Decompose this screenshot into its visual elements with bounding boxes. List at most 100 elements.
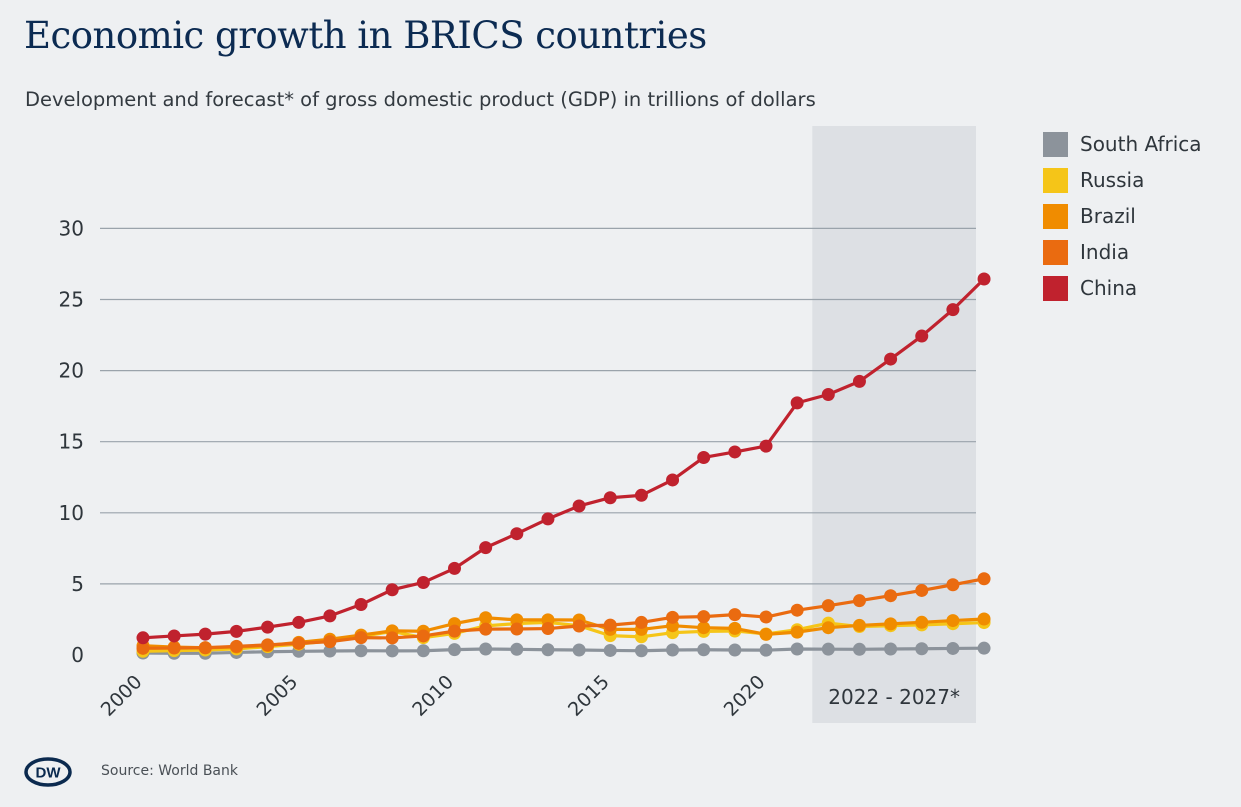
y-tick-label: 20 bbox=[59, 359, 84, 383]
data-point bbox=[759, 610, 773, 624]
data-point bbox=[977, 272, 991, 286]
data-point bbox=[385, 644, 399, 658]
data-point bbox=[790, 396, 804, 410]
data-point bbox=[634, 615, 648, 629]
data-point bbox=[666, 473, 680, 487]
data-point bbox=[759, 627, 773, 641]
data-point bbox=[852, 374, 866, 388]
data-point bbox=[821, 621, 835, 635]
data-point bbox=[977, 572, 991, 586]
y-tick-label: 5 bbox=[71, 572, 84, 596]
legend-swatch bbox=[1043, 131, 1068, 157]
data-point bbox=[479, 642, 493, 656]
series-line bbox=[142, 277, 986, 640]
data-point bbox=[790, 603, 804, 617]
data-point bbox=[167, 641, 181, 655]
y-axis-tick-labels: 0 5 10 15 20 25 30 bbox=[59, 216, 84, 667]
data-point bbox=[510, 642, 524, 656]
forecast-band bbox=[812, 126, 976, 723]
data-point bbox=[510, 622, 524, 636]
y-tick-label: 25 bbox=[59, 288, 84, 312]
data-point bbox=[946, 578, 960, 592]
data-point bbox=[915, 583, 929, 597]
x-axis-tick-labels: 2000 2005 2010 2015 2020 bbox=[97, 671, 770, 721]
data-point bbox=[697, 643, 711, 657]
data-point bbox=[416, 575, 430, 589]
legend-item: Russia bbox=[1043, 162, 1202, 198]
data-point bbox=[728, 621, 742, 635]
x-tick-label: 2005 bbox=[253, 671, 303, 721]
data-point bbox=[479, 541, 493, 555]
data-point bbox=[603, 618, 617, 632]
chart-legend: South Africa Russia Brazil India China bbox=[1043, 126, 1202, 306]
data-point bbox=[634, 488, 648, 502]
data-point bbox=[821, 642, 835, 656]
data-point bbox=[977, 641, 991, 655]
data-point bbox=[323, 644, 337, 658]
legend-swatch bbox=[1043, 203, 1068, 229]
data-point bbox=[946, 641, 960, 655]
data-point bbox=[510, 527, 524, 541]
data-point bbox=[541, 622, 555, 636]
data-point bbox=[167, 629, 181, 643]
data-point bbox=[915, 615, 929, 629]
data-point bbox=[479, 611, 493, 625]
data-point bbox=[354, 631, 368, 645]
series-china bbox=[136, 272, 991, 645]
data-point bbox=[385, 583, 399, 597]
x-tick-label: 2010 bbox=[408, 671, 458, 721]
data-point bbox=[261, 638, 275, 652]
data-point bbox=[603, 643, 617, 657]
data-point bbox=[136, 641, 150, 655]
data-point bbox=[728, 445, 742, 459]
data-point bbox=[946, 303, 960, 317]
y-tick-label: 0 bbox=[71, 643, 84, 667]
chart-title: Economic growth in BRICS countries bbox=[24, 14, 707, 57]
data-point bbox=[229, 639, 243, 653]
data-point bbox=[354, 644, 368, 658]
data-point bbox=[261, 620, 275, 634]
data-point bbox=[198, 641, 212, 655]
data-point bbox=[915, 329, 929, 343]
data-point bbox=[448, 561, 461, 575]
data-point bbox=[790, 625, 804, 639]
data-point bbox=[323, 609, 337, 623]
legend-swatch bbox=[1043, 167, 1068, 193]
x-tick-label: 2000 bbox=[97, 671, 147, 721]
logo-text: DW bbox=[36, 765, 62, 782]
dw-logo: DW bbox=[24, 757, 72, 787]
data-point bbox=[292, 636, 306, 650]
legend-label: South Africa bbox=[1080, 132, 1202, 156]
data-point bbox=[790, 642, 804, 656]
series-line bbox=[142, 577, 985, 650]
data-point bbox=[416, 644, 430, 658]
data-point bbox=[977, 612, 991, 626]
x-tick-label: 2020 bbox=[720, 671, 770, 721]
source-note: Source: World Bank bbox=[101, 763, 238, 779]
y-tick-label: 30 bbox=[59, 216, 84, 240]
data-point bbox=[697, 450, 711, 464]
data-point bbox=[728, 608, 742, 622]
chart-subtitle: Development and forecast* of gross domes… bbox=[25, 88, 816, 111]
data-point bbox=[915, 642, 929, 656]
data-point bbox=[385, 631, 399, 645]
data-point bbox=[697, 610, 711, 624]
legend-label: China bbox=[1080, 276, 1138, 300]
data-point bbox=[666, 643, 680, 657]
data-point bbox=[479, 622, 493, 636]
data-point bbox=[541, 643, 555, 657]
data-point bbox=[323, 635, 337, 649]
data-point bbox=[884, 589, 898, 603]
data-point bbox=[852, 594, 866, 608]
data-point bbox=[884, 617, 898, 631]
data-point bbox=[354, 598, 368, 612]
chart-grid bbox=[100, 227, 976, 585]
legend-item: Brazil bbox=[1043, 198, 1202, 234]
data-point bbox=[603, 491, 617, 505]
series-india bbox=[136, 572, 991, 655]
data-point bbox=[821, 387, 835, 401]
data-point bbox=[634, 644, 648, 658]
data-point bbox=[697, 621, 711, 635]
x-tick-label: 2015 bbox=[564, 671, 614, 721]
